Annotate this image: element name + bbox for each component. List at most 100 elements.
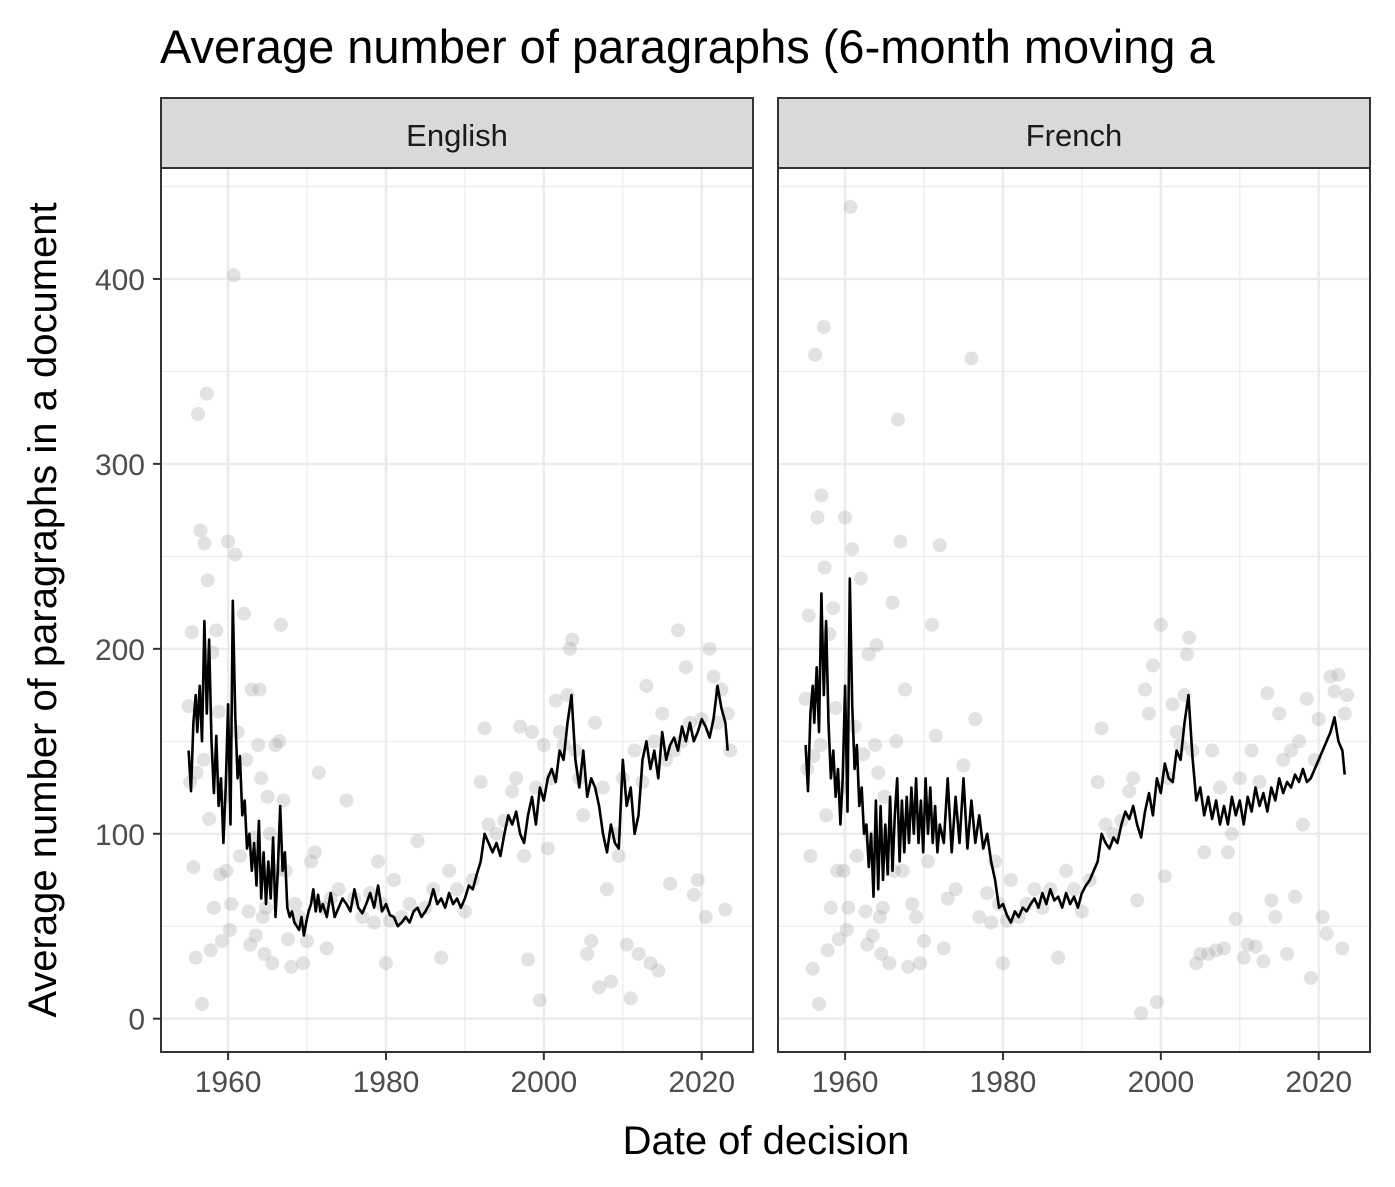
data-point-french — [882, 956, 897, 971]
data-point-english — [228, 547, 243, 562]
data-point-french — [972, 909, 987, 924]
data-point-english — [489, 826, 504, 841]
data-point-french — [1149, 995, 1164, 1010]
data-point-french — [861, 647, 876, 662]
data-point-english — [718, 902, 733, 917]
data-point-french — [816, 320, 831, 335]
panel-english-series — [187, 599, 729, 937]
data-point-english — [603, 974, 618, 989]
data-point-french — [1256, 954, 1271, 969]
data-point-english — [268, 738, 283, 753]
data-point-english — [222, 922, 237, 937]
data-point-english — [394, 909, 409, 924]
data-point-french — [1291, 734, 1306, 749]
data-point-french — [1268, 909, 1283, 924]
data-point-english — [592, 980, 607, 995]
data-point-french — [1165, 697, 1180, 712]
data-point-french — [1157, 869, 1172, 884]
data-point-french — [1027, 882, 1042, 897]
data-point-french — [1315, 909, 1330, 924]
data-point-french — [1248, 939, 1263, 954]
data-point-french — [803, 848, 818, 863]
data-point-french — [889, 734, 904, 749]
data-point-french — [1311, 712, 1326, 727]
data-point-french — [895, 863, 910, 878]
data-point-english — [219, 863, 234, 878]
data-point-english — [300, 934, 315, 949]
data-point-english — [473, 774, 488, 789]
data-point-french — [1272, 706, 1287, 721]
data-point-french — [830, 863, 845, 878]
data-point-french — [940, 891, 955, 906]
panel-french-strip — [777, 97, 1371, 169]
data-point-english — [281, 932, 296, 947]
data-point-english — [509, 771, 524, 786]
data-point-french — [999, 913, 1014, 928]
data-point-french — [871, 765, 886, 780]
data-point-french — [1179, 647, 1194, 662]
data-point-french — [1220, 845, 1235, 860]
data-point-english — [596, 780, 611, 795]
data-point-french — [1189, 956, 1204, 971]
data-point-french — [841, 900, 856, 915]
data-point-french — [847, 719, 862, 734]
panel-english-strip — [160, 97, 754, 169]
data-point-english — [243, 937, 258, 952]
data-point-french — [1182, 630, 1197, 645]
data-point-english — [232, 848, 247, 863]
data-point-french — [1236, 950, 1251, 965]
data-point-french — [872, 909, 887, 924]
data-point-french — [823, 900, 838, 915]
data-point-french — [1260, 686, 1275, 701]
y-tick-label: 200 — [95, 634, 145, 667]
data-point-english — [611, 848, 626, 863]
data-point-english — [257, 946, 272, 961]
data-point-french — [1003, 873, 1018, 888]
data-point-french — [1213, 780, 1228, 795]
data-point-french — [1098, 817, 1113, 832]
data-point-french — [1303, 971, 1318, 986]
data-point-english — [214, 934, 229, 949]
data-point-english — [540, 841, 555, 856]
panel-french-label: French — [1026, 118, 1122, 153]
data-point-french — [805, 961, 820, 976]
data-point-french — [845, 541, 860, 556]
data-point-french — [928, 728, 943, 743]
data-point-english — [255, 909, 270, 924]
data-point-english — [450, 882, 464, 897]
data-point-english — [288, 897, 303, 912]
panel-french-grid — [778, 168, 1370, 1052]
data-point-english — [723, 743, 738, 758]
data-point-french — [1276, 752, 1291, 767]
data-point-english — [276, 793, 291, 808]
data-point-english — [698, 909, 713, 924]
data-point-english — [331, 882, 346, 897]
data-point-french — [1232, 771, 1247, 786]
data-point-french — [817, 560, 832, 575]
data-point-french — [890, 412, 905, 427]
data-point-english — [599, 882, 614, 897]
data-point-english — [521, 952, 536, 967]
data-point-english — [230, 725, 245, 740]
data-point-english — [651, 963, 666, 978]
data-point-french — [1201, 946, 1216, 961]
panel-english-grid — [161, 168, 753, 1052]
data-point-french — [1153, 617, 1168, 632]
data-point-english — [627, 743, 642, 758]
data-point-english — [184, 625, 199, 640]
data-point-english — [273, 617, 288, 632]
panel-background — [778, 168, 1370, 1052]
x-tick-label: 1980 — [970, 1066, 1037, 1099]
data-point-english — [686, 887, 701, 902]
data-point-english — [195, 996, 210, 1011]
y-tick-label: 100 — [95, 819, 145, 852]
data-point-english — [678, 660, 693, 675]
data-point-french — [956, 758, 971, 773]
data-point-english — [307, 845, 322, 860]
data-point-english — [386, 873, 401, 888]
data-point-french — [869, 638, 884, 653]
y-tick-label: 400 — [95, 264, 145, 297]
data-point-english — [481, 817, 496, 832]
data-point-french — [920, 854, 935, 869]
